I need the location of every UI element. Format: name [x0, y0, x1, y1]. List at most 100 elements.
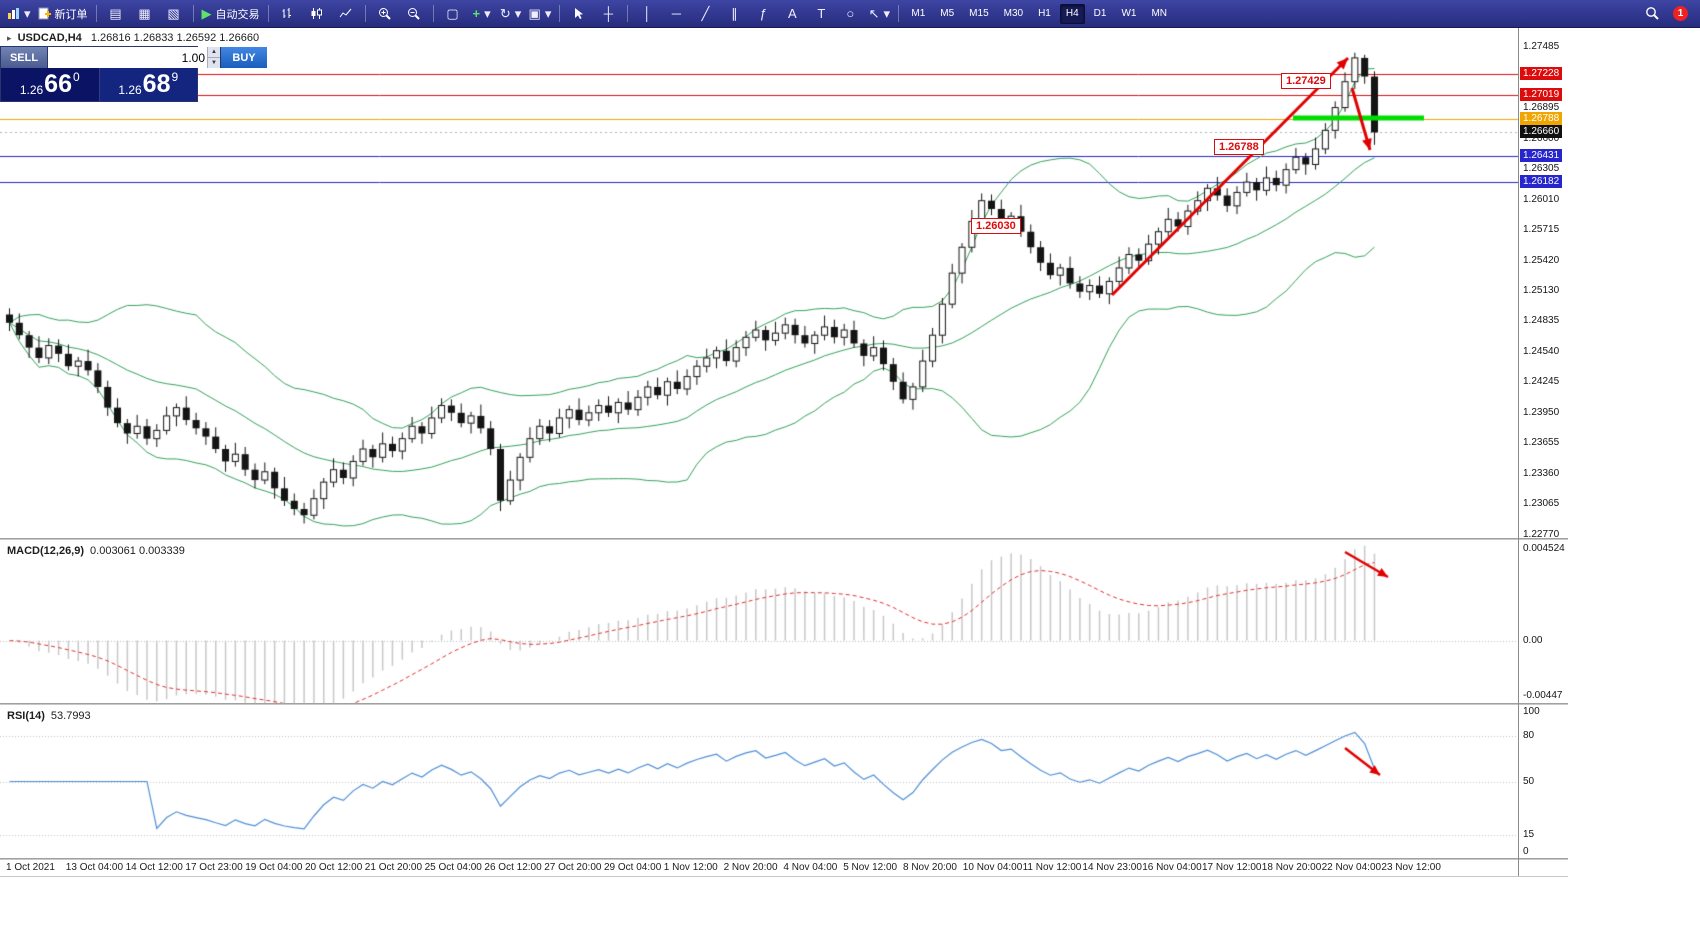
time-axis-label: 17 Oct 23:00: [185, 862, 243, 873]
macd-axis-label: -0.00447: [1523, 690, 1563, 701]
price-axis-tick: 1.26305: [1523, 163, 1560, 175]
sell-price-pip: 0: [72, 70, 80, 84]
timeframe-m15[interactable]: M15: [969, 8, 989, 19]
arrows-tool-button[interactable]: ↖ ▾: [865, 3, 893, 25]
panel-splitter[interactable]: [0, 858, 1568, 860]
toolbar-separator: [267, 5, 269, 22]
timeframe-m30[interactable]: M30: [1003, 8, 1024, 19]
snapshot-button[interactable]: ▣ ▾: [526, 3, 555, 25]
sell-button[interactable]: SELL: [1, 47, 48, 68]
snapshot-icon: ▣: [528, 6, 541, 21]
timeframe-mn[interactable]: MN: [1151, 8, 1168, 19]
indicators-button[interactable]: + ▾: [468, 3, 496, 25]
crosshair-tool-button[interactable]: ┼: [594, 3, 622, 25]
time-axis-label: 2 Nov 20:00: [723, 862, 778, 873]
zoom-out-button[interactable]: [400, 3, 428, 25]
dropdown-icon: ▾: [514, 6, 522, 21]
macd-panel-canvas[interactable]: [0, 540, 1518, 703]
time-axis-label: 14 Nov 23:00: [1082, 862, 1142, 873]
channel-tool-button[interactable]: ∥: [720, 3, 748, 25]
toolbar: ▾ 新订单 ▤ ▦ ▧ ▶ 自动交易 ▢ + ▾ ↻ ▾ ▣ ▾ ┼ │ ─ ╱ ∥ …: [0, 0, 1700, 28]
notification-badge[interactable]: 1: [1673, 6, 1688, 21]
time-axis-label: 21 Oct 20:00: [364, 862, 423, 873]
price-annotation[interactable]: 1.27429: [1281, 73, 1331, 89]
timeframe-w1[interactable]: W1: [1121, 8, 1137, 19]
autotrade-button[interactable]: ▶ 自动交易: [199, 3, 263, 25]
timeframe-h1[interactable]: H1: [1038, 8, 1051, 19]
shapes-tool-button[interactable]: ○: [836, 3, 864, 25]
price-annotation[interactable]: 1.26030: [971, 218, 1021, 234]
bar-chart-mode-button[interactable]: [274, 3, 302, 25]
search-button[interactable]: [1638, 3, 1666, 25]
bars-mode-icon: [282, 8, 292, 18]
line-chart-mode-button[interactable]: [332, 3, 360, 25]
volume-down-button[interactable]: ▼: [207, 58, 220, 68]
symbol-marker-icon: ▸: [7, 33, 12, 43]
timeframe-m5[interactable]: M5: [940, 8, 955, 19]
label-tool-button[interactable]: T: [807, 3, 835, 25]
volume-up-button[interactable]: ▲: [207, 47, 220, 58]
text-tool-button[interactable]: A: [778, 3, 806, 25]
volume-spinner: ▲ ▼: [207, 47, 220, 68]
navigator-button[interactable]: ▦: [131, 3, 159, 25]
trendline-tool-button[interactable]: ╱: [691, 3, 719, 25]
tile-windows-button[interactable]: ▢: [439, 3, 467, 25]
dropdown-icon: ▾: [24, 6, 31, 21]
new-chart-button[interactable]: ▾: [4, 3, 34, 25]
panel-splitter[interactable]: [0, 538, 1568, 540]
price-axis-tick: 1.25715: [1523, 224, 1560, 236]
rsi-panel-canvas[interactable]: [0, 705, 1518, 858]
fibonacci-tool-button[interactable]: ƒ: [749, 3, 777, 25]
hline-tool-button[interactable]: ─: [662, 3, 690, 25]
volume-input[interactable]: [48, 47, 207, 68]
sell-price-big: 66: [44, 70, 72, 98]
rsi-axis-label: 80: [1523, 729, 1535, 741]
price-chart-canvas[interactable]: [0, 28, 1518, 538]
indicators-plus-icon: +: [472, 6, 481, 21]
toolbar-separator: [364, 5, 366, 22]
candle-chart-mode-button[interactable]: [303, 3, 331, 25]
price-annotation[interactable]: 1.26788: [1214, 139, 1264, 155]
time-axis-label: 1 Nov 12:00: [663, 862, 718, 873]
zoom-in-icon: [378, 7, 391, 20]
rsi-axis-label: 100: [1523, 706, 1540, 717]
buy-price-button[interactable]: 1.26 68 9: [99, 68, 197, 101]
new-order-label: 新订单: [54, 8, 88, 21]
price-axis[interactable]: 1.274851.271901.268951.266001.263051.260…: [1519, 28, 1579, 876]
rsi-value: 53.7993: [50, 710, 91, 722]
price-axis-tick: 1.25420: [1523, 254, 1560, 266]
price-axis-tick: 1.24835: [1523, 315, 1560, 327]
price-level-badge: 1.26660: [1520, 125, 1563, 139]
timeframe-m1[interactable]: M1: [911, 8, 926, 19]
timeframe-d1[interactable]: D1: [1093, 8, 1107, 19]
sell-price-button[interactable]: 1.26 66 0: [1, 68, 100, 101]
new-order-icon: [38, 7, 51, 20]
new-order-button[interactable]: 新订单: [35, 3, 91, 25]
label-tool-icon: T: [817, 6, 826, 21]
period-cycle-button[interactable]: ↻ ▾: [497, 3, 525, 25]
toolbar-separator: [432, 5, 434, 22]
dropdown-icon: ▾: [883, 6, 891, 21]
panel-splitter[interactable]: [0, 703, 1568, 705]
toolbar-separator: [95, 5, 97, 22]
volume-box: ▲ ▼: [48, 47, 220, 68]
tile-windows-icon: ▢: [446, 6, 459, 21]
timeframe-h4[interactable]: H4: [1059, 3, 1085, 24]
market-watch-button[interactable]: ▤: [102, 3, 130, 25]
price-axis-tick: 1.23065: [1523, 498, 1560, 510]
vline-tool-button[interactable]: │: [633, 3, 661, 25]
trade-widget-prices: 1.26 66 0 1.26 68 9: [1, 68, 197, 101]
crosshair-icon: ┼: [603, 6, 613, 21]
chart-annotations-layer: 1.27429 1.26788 1.26030: [0, 28, 1568, 876]
market-watch-icon: ▤: [109, 6, 122, 21]
terminal-button[interactable]: ▧: [160, 3, 188, 25]
time-axis-border: [0, 876, 1568, 877]
price-axis-tick: 1.22770: [1523, 528, 1560, 540]
buy-button[interactable]: BUY: [220, 47, 267, 68]
line-mode-icon: [339, 8, 352, 18]
macd-axis-label: 0.004524: [1523, 543, 1565, 554]
rsi-axis-label: 15: [1523, 829, 1535, 841]
time-axis[interactable]: 1 Oct 2021 13 Oct 04:00 14 Oct 12:00 17 Oct…: [0, 860, 1518, 876]
zoom-in-button[interactable]: [371, 3, 399, 25]
cursor-tool-button[interactable]: [565, 3, 593, 25]
